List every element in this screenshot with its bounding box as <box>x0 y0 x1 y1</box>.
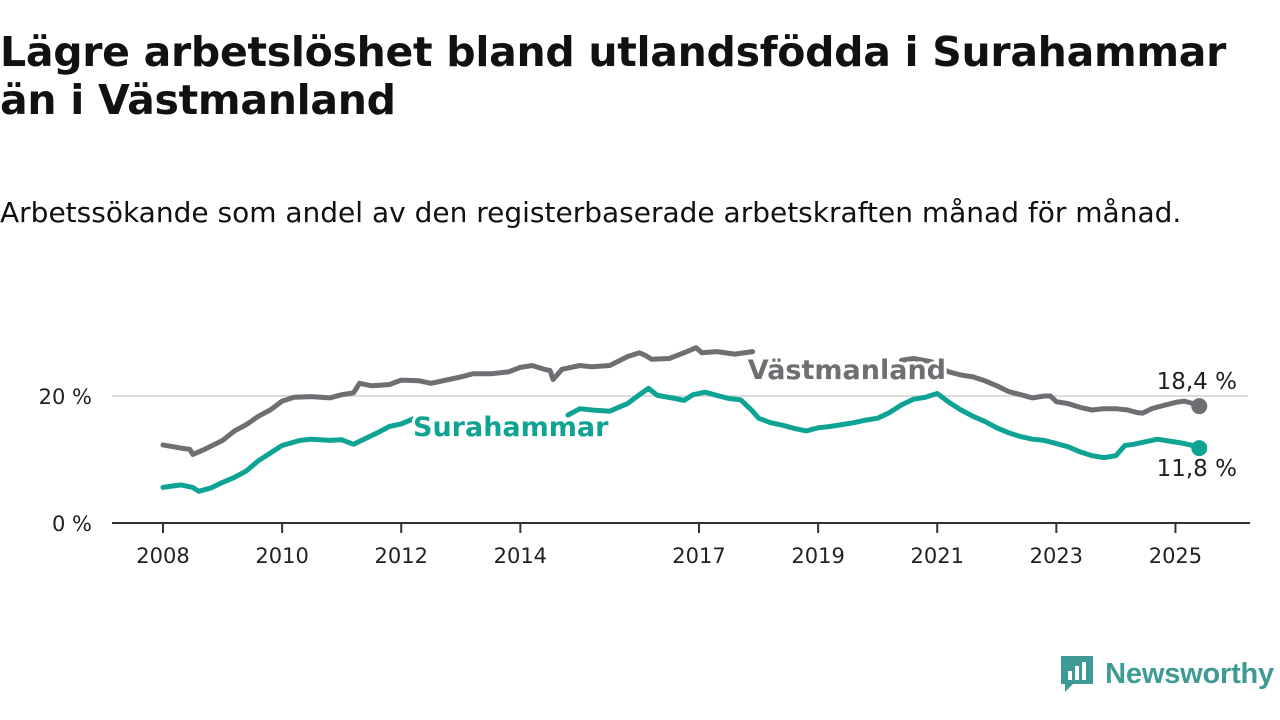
x-tick-label: 2012 <box>374 544 427 568</box>
chart-subtitle: Arbetssökande som andel av den registerb… <box>0 196 1182 229</box>
x-tick-label: 2023 <box>1030 544 1083 568</box>
x-tick-label: 2019 <box>791 544 844 568</box>
series-line-surahammar <box>565 385 1202 461</box>
bar-chart-doc-icon <box>1061 656 1094 692</box>
series-label-vastmanland: Västmanland <box>748 355 946 386</box>
series-line-vastmanland <box>160 345 756 457</box>
series-lines <box>160 345 1208 494</box>
x-tick-label: 2008 <box>136 544 189 568</box>
brand-logo: Newsworthy <box>1059 654 1274 694</box>
end-point-vastmanland <box>1191 398 1208 415</box>
series-line-surahammar <box>160 416 422 494</box>
series-labels: 18,4 % 11,8 % Västmanland Surahammar <box>410 352 1237 482</box>
chart-title: Lägre arbetslöshet bland utlandsfödda i … <box>0 28 1227 124</box>
x-tick-label: 2014 <box>494 544 547 568</box>
series-label-surahammar: Surahammar <box>413 412 609 443</box>
end-point-surahammar <box>1191 440 1208 457</box>
end-label-vastmanland: 18,4 % <box>1157 369 1237 395</box>
x-tick-label: 2025 <box>1149 544 1202 568</box>
axes: 0 % 20 % 2008 2010 2012 2014 2017 2019 2021 2023 2… <box>39 385 1250 568</box>
x-tick-label: 2017 <box>672 544 725 568</box>
x-tick-label: 2021 <box>910 544 963 568</box>
brand-name: Newsworthy <box>1105 657 1274 690</box>
end-label-surahammar: 11,8 % <box>1157 456 1237 482</box>
y-tick-label: 0 % <box>52 512 92 536</box>
series-line-vastmanland <box>899 356 1202 416</box>
x-tick-label: 2010 <box>255 544 308 568</box>
y-tick-label: 20 % <box>39 385 92 409</box>
